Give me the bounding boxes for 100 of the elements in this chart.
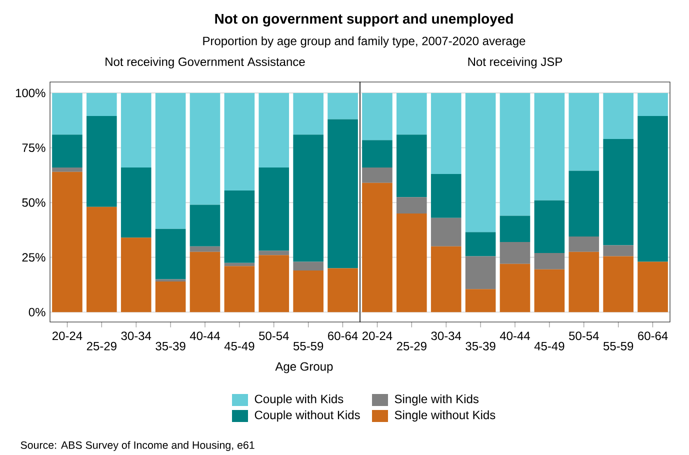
bar [190,204,220,246]
bar [638,262,668,312]
bar [362,140,392,168]
x-tick-label: 50-54 [569,332,599,340]
bar [430,246,462,312]
bar [396,214,427,312]
bar [293,134,324,262]
bar [603,256,634,312]
bar [293,270,324,312]
bar [86,206,117,312]
x-tick-label: 60-64 [638,332,668,340]
bar [224,190,255,263]
chart-title: Not receiving JSP [468,57,562,68]
bar [155,281,186,312]
bar [430,92,462,174]
bar [396,134,427,198]
bar [224,92,255,190]
x-tick-label: 45-49 [534,342,564,350]
bar [190,92,220,205]
x-tick-label: 50-54 [259,332,289,340]
x-tick-label: 55-59 [293,342,324,350]
bar [120,238,152,312]
y-tick-label: 25% [22,253,46,262]
bar [293,262,324,270]
x-axis-title: Age Group [275,362,333,374]
bar [224,262,255,266]
x-tick-label: 25-29 [396,342,426,350]
bar [500,242,530,264]
bar [155,228,186,280]
bar [52,172,82,312]
bar [328,119,358,268]
bar [430,174,462,218]
x-tick-label: 25-29 [86,342,116,350]
legend-label: Couple with Kids [254,394,344,406]
y-tick-label: 100% [16,88,46,98]
bar [190,246,220,252]
y-tick-label: 0% [28,308,46,316]
bar [500,216,530,242]
x-tick-label: 45-49 [224,342,254,350]
bar [534,92,565,200]
bar [568,170,600,237]
bar [190,252,220,312]
source-note: Source: ABS Survey of Income and Housing, e61 [20,441,254,451]
y-tick-label: 50% [22,198,46,207]
bar [534,252,565,270]
bar [568,92,600,171]
chart-title: Not receiving Government Assistance [106,57,305,68]
bar [258,255,290,312]
bar [396,92,427,135]
bar [362,167,392,183]
x-tick-label: 60-64 [328,332,358,340]
legend-label: Single with Kids [394,394,479,406]
bar [86,92,117,116]
x-tick-label: 30-34 [431,332,462,340]
bar [52,167,82,172]
bar [465,232,496,256]
bar [362,92,392,140]
x-tick-label: 20-24 [52,332,82,340]
x-tick-label: 40-44 [190,332,220,340]
bar [362,182,392,312]
bar [568,236,600,252]
bar [258,92,290,168]
bar [328,92,358,120]
bar [120,167,152,238]
text: Not on government support and unemployed [215,13,513,27]
y-tick-label: 75% [22,144,46,152]
bar [430,218,462,246]
bar [534,269,565,312]
bar [465,92,496,232]
bar [500,264,530,312]
bar [52,92,82,135]
legend-label: Couple without Kids [254,410,360,422]
x-tick-label: 40-44 [500,332,530,340]
text: Proportion by age group and family type, 2007-2020 average [203,36,526,48]
bar [534,200,565,253]
bar [293,92,324,135]
bar [500,92,530,216]
x-tick-label: 35-39 [156,342,186,350]
x-tick-label: 55-59 [603,342,634,350]
bar [638,116,668,262]
bar [224,266,255,312]
legend-label: Single without Kids [394,410,496,422]
bar [120,92,152,168]
bar [638,92,668,116]
x-tick-label: 30-34 [121,332,152,340]
x-tick-label: 20-24 [362,332,392,340]
bar [603,92,634,139]
bar [258,250,290,256]
bar [328,268,358,312]
bar [258,167,290,251]
bar [568,252,600,312]
x-tick-label: 35-39 [466,342,496,350]
bar [86,116,117,207]
bar [52,134,82,168]
bar [603,245,634,256]
bar [396,197,427,214]
bar [465,289,496,312]
bar [465,256,496,290]
bar [155,92,186,229]
bar [603,138,634,246]
